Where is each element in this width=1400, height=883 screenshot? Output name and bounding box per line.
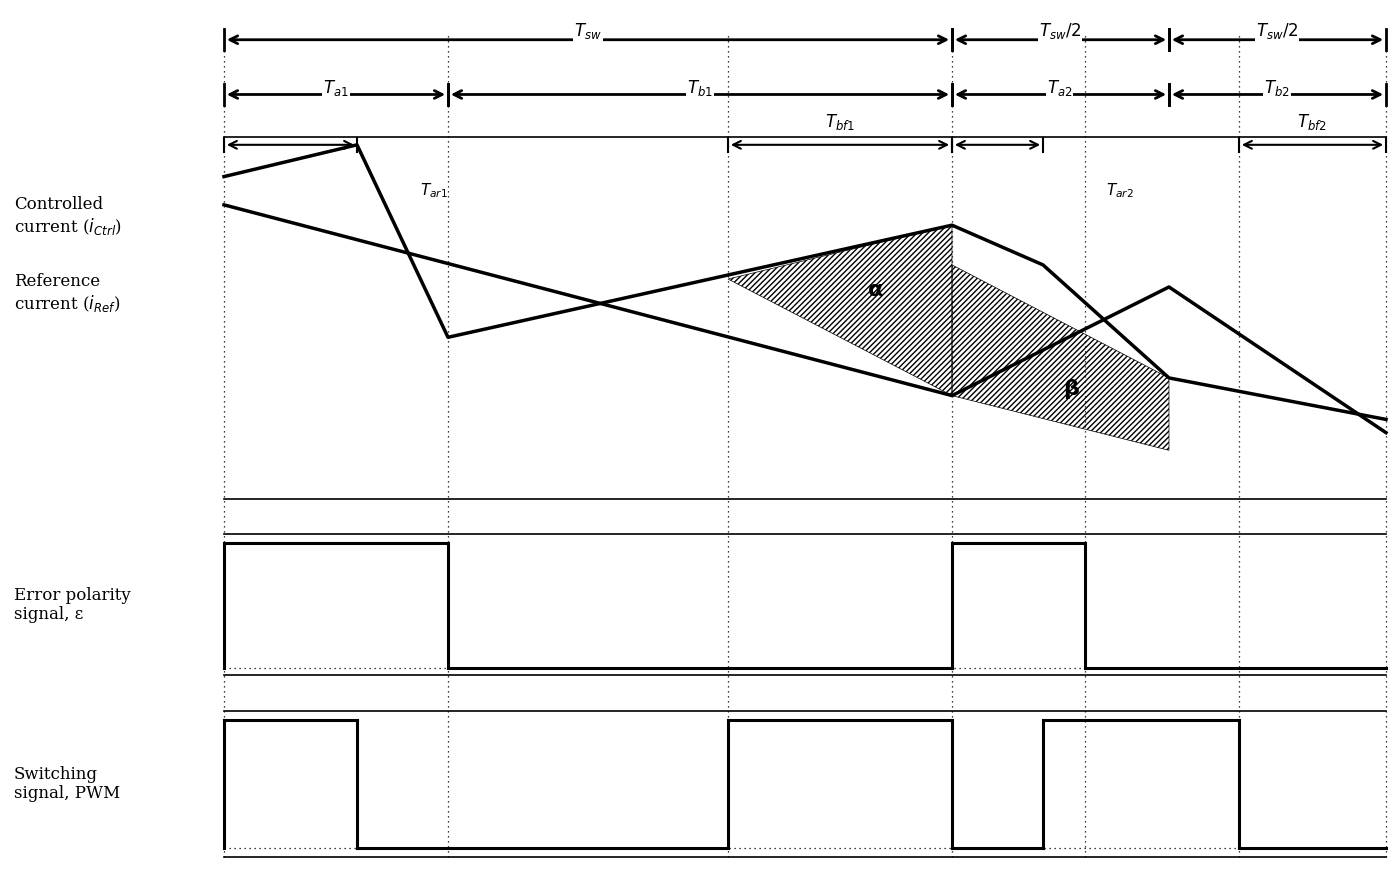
Text: $T_{b2}$: $T_{b2}$ (1264, 79, 1289, 98)
Text: $T_{a2}$: $T_{a2}$ (1047, 79, 1072, 98)
Text: $T_{a1}$: $T_{a1}$ (323, 79, 349, 98)
Text: Error polarity
signal, ε: Error polarity signal, ε (14, 586, 130, 623)
Text: $T_{bf1}$: $T_{bf1}$ (825, 111, 855, 132)
Text: Switching
signal, PWM: Switching signal, PWM (14, 766, 120, 803)
Text: $\mathbf{\beta}$: $\mathbf{\beta}$ (1063, 376, 1079, 401)
Text: $T_{sw}/2$: $T_{sw}/2$ (1256, 21, 1298, 41)
Text: $T_{b1}$: $T_{b1}$ (687, 79, 713, 98)
Text: $T_{sw}/2$: $T_{sw}/2$ (1039, 21, 1081, 41)
Text: $\mathbf{\alpha}$: $\mathbf{\alpha}$ (867, 279, 883, 300)
Text: $T_{bf2}$: $T_{bf2}$ (1296, 111, 1327, 132)
Text: Controlled
current ($i_{Ctrl}$): Controlled current ($i_{Ctrl}$) (14, 196, 122, 237)
Text: Reference
current ($i_{Ref}$): Reference current ($i_{Ref}$) (14, 273, 120, 313)
Text: $T_{ar1}$: $T_{ar1}$ (420, 181, 448, 200)
Text: $T_{sw}$: $T_{sw}$ (574, 21, 602, 41)
Text: $T_{ar2}$: $T_{ar2}$ (1106, 181, 1134, 200)
